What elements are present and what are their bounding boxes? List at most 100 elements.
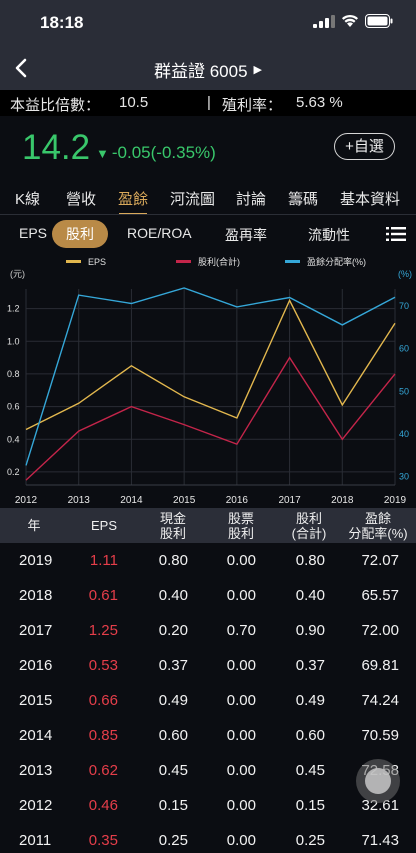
legend-swatch [66, 260, 81, 263]
cell-stock-dividend: 0.00 [226, 832, 256, 849]
header-payout-ratio: 盈餘 分配率(%) [348, 510, 408, 541]
cell-year: 2012 [19, 797, 53, 814]
cell-payout-ratio: 71.43 [361, 832, 399, 849]
cell-year: 2016 [19, 657, 53, 674]
cell-total-dividend: 0.15 [295, 797, 325, 814]
yield-label: 殖利率： [222, 97, 283, 114]
cell-cash-dividend: 0.37 [158, 657, 188, 674]
sub-tabs: EPS 股利 ROE/ROA 盈再率 流動性 [0, 216, 416, 252]
cell-cash-dividend: 0.25 [158, 832, 188, 849]
header-stock-dividend: 股票 股利 [227, 510, 254, 541]
status-time: 18:18 [40, 13, 84, 32]
nav-bar: 群益證 6005 ▶ [0, 46, 416, 90]
cell-eps: 0.35 [88, 832, 118, 849]
left-axis-ticks: 0.2 0.4 0.6 0.8 1.0 1.2 [7, 304, 20, 477]
x-tick-label: 2017 [278, 495, 301, 506]
cell-eps: 0.46 [88, 797, 118, 814]
legend-swatch [176, 260, 191, 263]
subtab-roe-roa[interactable]: ROE/ROA [127, 225, 192, 241]
cell-total-dividend: 0.80 [295, 552, 325, 569]
cell-total-dividend: 0.25 [295, 832, 325, 849]
header-year: 年 [27, 518, 41, 533]
payout-ratio-line [25, 287, 396, 466]
left-tick-label: 0.4 [7, 434, 20, 444]
cell-year: 2011 [19, 832, 52, 849]
cell-cash-dividend: 0.80 [158, 552, 188, 569]
x-tick-label: 2013 [68, 495, 91, 506]
x-tick-label: 2015 [173, 495, 196, 506]
cell-payout-ratio: 65.57 [361, 587, 399, 604]
legend-label: 盈餘分配率(%) [307, 256, 366, 267]
left-axis-unit: (元) [10, 269, 25, 279]
tab-fundamentals[interactable]: 基本資料 [340, 191, 401, 208]
cell-year: 2018 [19, 587, 53, 604]
left-tick-label: 1.2 [7, 304, 20, 314]
pe-value: 10.5 [119, 94, 149, 111]
dividend-chart: EPS 股利(合計) 盈餘分配率(%) (元) (%) 0.2 0.4 0.6 0.8 1.… [7, 256, 412, 506]
cell-stock-dividend: 0.00 [226, 727, 256, 744]
cell-payout-ratio: 72.07 [361, 552, 399, 569]
cell-year: 2013 [19, 762, 53, 779]
tab-discussion[interactable]: 討論 [236, 191, 267, 208]
header-total-dividend: 股利 (合計) [291, 510, 327, 541]
valuation-info: 本益比倍數： 10.5 | 殖利率： 5.63 % [0, 90, 416, 116]
tab-chips[interactable]: 籌碼 [288, 191, 319, 208]
cell-eps: 0.66 [88, 692, 118, 709]
floating-touch-dot [365, 768, 391, 794]
tab-river-chart[interactable]: 河流圖 [170, 191, 216, 208]
right-tick-label: 30 [399, 471, 409, 481]
cell-payout-ratio: 74.24 [361, 692, 399, 709]
cell-payout-ratio: 72.00 [361, 622, 399, 639]
cell-cash-dividend: 0.60 [158, 727, 188, 744]
cell-year: 2015 [19, 692, 53, 709]
status-bar: 18:18 [0, 0, 416, 46]
tab-kline[interactable]: K線 [15, 191, 41, 208]
chart-legend: EPS 股利(合計) 盈餘分配率(%) [66, 256, 366, 267]
subtab-eps[interactable]: EPS [19, 225, 48, 241]
x-tick-label: 2018 [331, 495, 354, 506]
stock-title[interactable]: 群益證 6005 ▶ [0, 57, 416, 82]
table-row: 2015 0.66 0.49 0.00 0.49 74.24 [0, 683, 416, 718]
cell-cash-dividend: 0.49 [158, 692, 188, 709]
cell-eps: 0.61 [88, 587, 118, 604]
info-separator: | [207, 94, 211, 111]
tab-revenue[interactable]: 營收 [66, 191, 97, 208]
tab-earnings[interactable]: 盈餘 [118, 191, 149, 208]
table-header: 年 EPS 現金 股利 股票 股利 股利 (合計) 盈餘 分配率(%) [0, 508, 416, 543]
cell-eps: 0.85 [88, 727, 118, 744]
price-change: ▼ -0.05(-0.35%) [96, 143, 216, 163]
cell-stock-dividend: 0.00 [226, 587, 256, 604]
menu-icon[interactable] [386, 226, 406, 242]
header-eps: EPS [90, 518, 117, 533]
wifi-icon [342, 14, 358, 27]
yield-value: 5.63 % [296, 94, 343, 111]
back-arrow-icon[interactable] [8, 54, 36, 82]
right-tick-label: 50 [399, 386, 409, 396]
left-tick-label: 0.6 [7, 402, 20, 412]
cell-total-dividend: 0.90 [295, 622, 325, 639]
floating-touch-button[interactable] [356, 759, 400, 803]
dividend-table: 2019 1.11 0.80 0.00 0.80 72.07 2018 0.61 0.40 0.0… [0, 543, 416, 853]
stock-name: 群益證 6005 [153, 62, 248, 81]
cell-stock-dividend: 0.00 [226, 552, 256, 569]
cell-stock-dividend: 0.00 [226, 657, 256, 674]
cell-stock-dividend: 0.00 [226, 762, 256, 779]
cell-cash-dividend: 0.40 [158, 587, 188, 604]
left-tick-label: 0.8 [7, 369, 20, 379]
current-price: 14.2 [22, 128, 91, 167]
cell-payout-ratio: 69.81 [361, 657, 399, 674]
subtab-reinvestment[interactable]: 盈再率 [225, 227, 267, 243]
price-change-value: -0.05(-0.35%) [111, 143, 216, 162]
subtab-liquidity[interactable]: 流動性 [308, 227, 350, 243]
x-axis-ticks: 2012 2013 2014 2015 2016 2017 2018 2019 [15, 495, 407, 506]
cell-cash-dividend: 0.15 [158, 797, 188, 814]
cell-stock-dividend: 0.00 [226, 797, 256, 814]
subtab-dividend[interactable]: 股利 [52, 220, 108, 248]
cell-total-dividend: 0.45 [295, 762, 325, 779]
header-cash-dividend: 現金 股利 [159, 510, 186, 541]
dividend-total-line [25, 356, 396, 481]
add-watchlist-button[interactable]: +自選 [334, 133, 395, 160]
table-row: 2019 1.11 0.80 0.00 0.80 72.07 [0, 543, 416, 578]
cell-total-dividend: 0.49 [295, 692, 325, 709]
cell-total-dividend: 0.40 [295, 587, 325, 604]
